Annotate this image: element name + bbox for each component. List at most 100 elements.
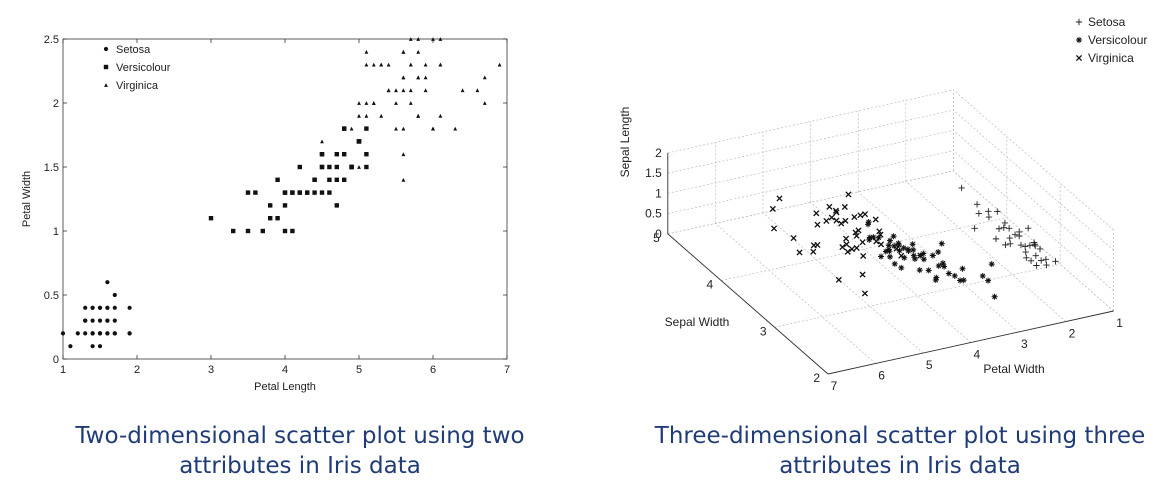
legend-marker-3d-versicolour xyxy=(1076,37,1082,43)
point-3d-setosa-dot xyxy=(1021,243,1029,250)
point-versicolour xyxy=(245,228,251,234)
point-3d-versicolour-dot xyxy=(865,218,872,225)
point-3d-versicolour xyxy=(916,267,923,274)
point-3d-setosa-dot xyxy=(1023,254,1030,262)
point-3d-setosa xyxy=(1026,242,1034,249)
point-3d-setosa-dot xyxy=(994,208,1001,215)
point-3d-versicolour-dot xyxy=(887,237,893,244)
point-3d-virginica xyxy=(853,232,860,239)
point-3d-setosa xyxy=(975,210,983,217)
x-tick-label-2d: 5 xyxy=(356,364,362,376)
point-3d-virginica-dot xyxy=(852,229,859,236)
point-virginica-dot xyxy=(342,126,347,131)
grid-line-side xyxy=(953,130,1114,271)
x-tick-label-3d: 5 xyxy=(926,358,933,372)
point-virginica xyxy=(401,88,406,93)
point-3d-versicolour-dot xyxy=(885,242,892,249)
point-3d-versicolour xyxy=(900,244,907,251)
point-versicolour xyxy=(268,216,273,221)
z-tick-label-3d: 2 xyxy=(655,146,662,160)
point-versicolour-dot xyxy=(231,228,236,234)
point-3d-setosa-dot xyxy=(1001,219,1009,227)
point-virginica xyxy=(357,101,361,105)
grid-line-floor xyxy=(905,181,1067,322)
grid-line-side xyxy=(953,89,1114,231)
point-setosa-dot xyxy=(105,331,110,336)
point-3d-virginica xyxy=(859,271,866,278)
point-3d-virginica-dot xyxy=(853,244,860,252)
point-versicolour-dot xyxy=(319,164,325,170)
point-virginica xyxy=(394,126,398,131)
point-versicolour-dot xyxy=(260,228,265,234)
x-tick-label-3d: 2 xyxy=(1069,327,1076,341)
point-3d-virginica-dot xyxy=(814,221,821,228)
point-setosa xyxy=(83,331,88,336)
point-virginica-dot xyxy=(364,101,369,105)
point-virginica-dot xyxy=(401,49,406,54)
legend-marker-3d-setosa xyxy=(1075,18,1083,26)
legend-label-3d-virginica: Virginica xyxy=(1088,51,1134,65)
point-3d-setosa-dot xyxy=(973,201,981,208)
point-virginica xyxy=(453,126,458,131)
point-3d-setosa xyxy=(1017,241,1025,249)
point-3d-versicolour xyxy=(896,247,903,254)
point-3d-virginica-dot xyxy=(848,245,855,253)
point-versicolour xyxy=(268,203,273,208)
point-versicolour-dot xyxy=(327,164,332,170)
x-tick-label-3d: 1 xyxy=(1116,316,1123,330)
point-3d-versicolour xyxy=(929,252,936,259)
point-virginica-dot xyxy=(401,75,406,80)
point-3d-setosa-dot xyxy=(1011,231,1019,238)
z-tick-label-3d: 1 xyxy=(655,186,662,200)
point-3d-virginica-dot xyxy=(796,249,803,256)
point-virginica-dot xyxy=(364,49,369,54)
point-3d-setosa-dot xyxy=(1032,242,1039,250)
point-versicolour-dot xyxy=(268,216,273,221)
point-3d-versicolour-dot xyxy=(945,270,952,277)
point-3d-virginica-dot xyxy=(770,225,778,232)
x-axis-label-2d: Petal Length xyxy=(254,381,316,393)
point-3d-setosa-dot xyxy=(1022,248,1029,256)
point-3d-virginica xyxy=(873,238,880,245)
point-3d-virginica-dot xyxy=(855,227,862,234)
point-3d-versicolour-dot xyxy=(991,293,998,300)
point-virginica-dot xyxy=(386,88,391,93)
point-3d-setosa xyxy=(971,225,978,232)
point-3d-versicolour xyxy=(991,293,998,300)
point-versicolour-dot xyxy=(312,177,317,182)
point-versicolour-dot xyxy=(290,190,295,195)
point-3d-versicolour-dot xyxy=(891,260,898,267)
point-virginica xyxy=(394,101,398,105)
point-3d-versicolour xyxy=(887,253,893,260)
point-3d-versicolour xyxy=(911,255,918,262)
point-3d-versicolour xyxy=(901,254,908,261)
point-3d-setosa xyxy=(1037,257,1045,264)
point-3d-virginica-dot xyxy=(844,248,851,255)
y-axis-3d xyxy=(667,233,829,375)
point-3d-versicolour-dot xyxy=(920,250,927,257)
point-3d-versicolour xyxy=(887,237,893,244)
legend-label-3d-setosa: Setosa xyxy=(1088,15,1126,29)
point-3d-virginica-dot xyxy=(841,203,848,211)
point-3d-virginica-dot xyxy=(776,195,783,202)
point-setosa xyxy=(105,280,110,285)
point-3d-virginica xyxy=(859,239,866,246)
point-versicolour xyxy=(319,190,325,195)
point-3d-virginica xyxy=(861,211,869,218)
point-3d-setosa xyxy=(1002,241,1009,249)
point-3d-versicolour xyxy=(935,249,942,256)
x-tick-label-3d: 4 xyxy=(973,348,980,362)
point-3d-versicolour-dot xyxy=(935,262,942,269)
point-3d-versicolour-dot xyxy=(935,249,942,256)
point-versicolour xyxy=(305,190,310,195)
grid-line-floor xyxy=(857,191,1019,333)
point-virginica-dot xyxy=(320,139,324,144)
point-virginica-dot xyxy=(497,62,502,67)
point-setosa xyxy=(68,344,73,349)
point-versicolour xyxy=(282,190,288,195)
point-3d-versicolour-dot xyxy=(920,256,927,263)
point-setosa-dot xyxy=(127,305,132,310)
point-3d-virginica xyxy=(845,191,852,198)
caption-3d: Three-dimensional scatter plot using thr… xyxy=(654,423,1146,479)
